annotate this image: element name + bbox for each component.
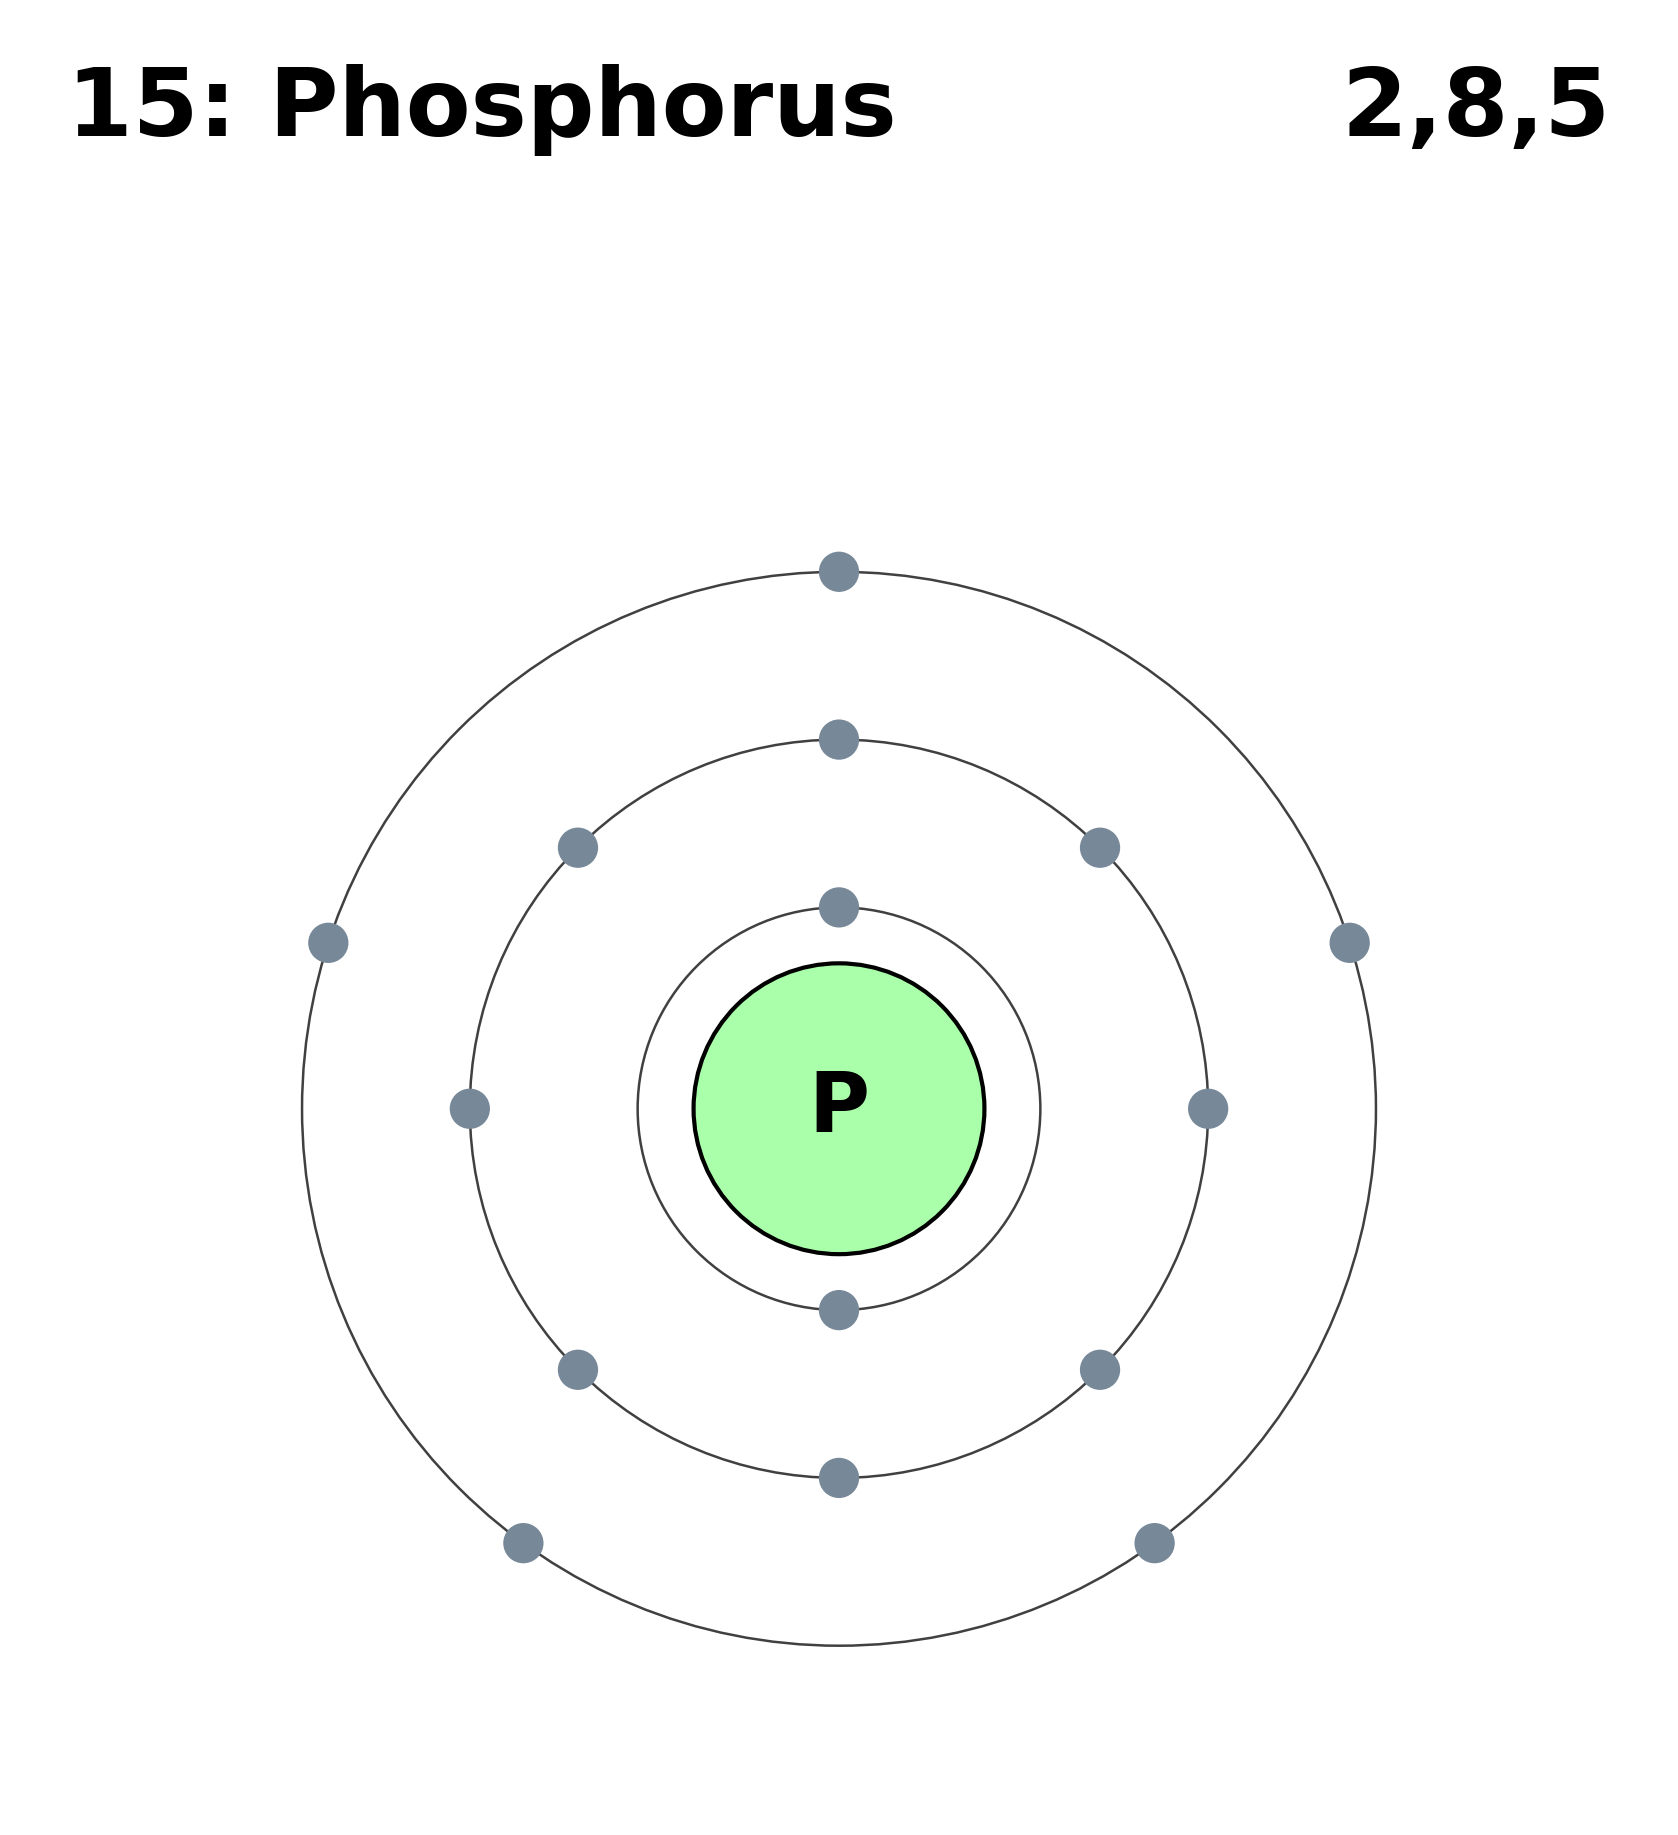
- Circle shape: [819, 719, 859, 760]
- Circle shape: [503, 1523, 544, 1563]
- Circle shape: [819, 1290, 859, 1330]
- Circle shape: [1081, 1351, 1121, 1389]
- Circle shape: [819, 888, 859, 927]
- Circle shape: [1081, 828, 1121, 868]
- Text: P: P: [809, 1068, 869, 1149]
- Circle shape: [1329, 923, 1369, 963]
- Circle shape: [819, 1457, 859, 1497]
- Circle shape: [557, 1351, 597, 1389]
- Text: 15: Phosphorus: 15: Phosphorus: [67, 64, 896, 156]
- Circle shape: [309, 923, 349, 963]
- Circle shape: [557, 828, 597, 868]
- Circle shape: [1188, 1088, 1228, 1129]
- Text: 2,8,5: 2,8,5: [1342, 64, 1611, 156]
- Circle shape: [450, 1088, 490, 1129]
- Circle shape: [1134, 1523, 1175, 1563]
- Circle shape: [819, 552, 859, 593]
- Circle shape: [693, 963, 985, 1253]
